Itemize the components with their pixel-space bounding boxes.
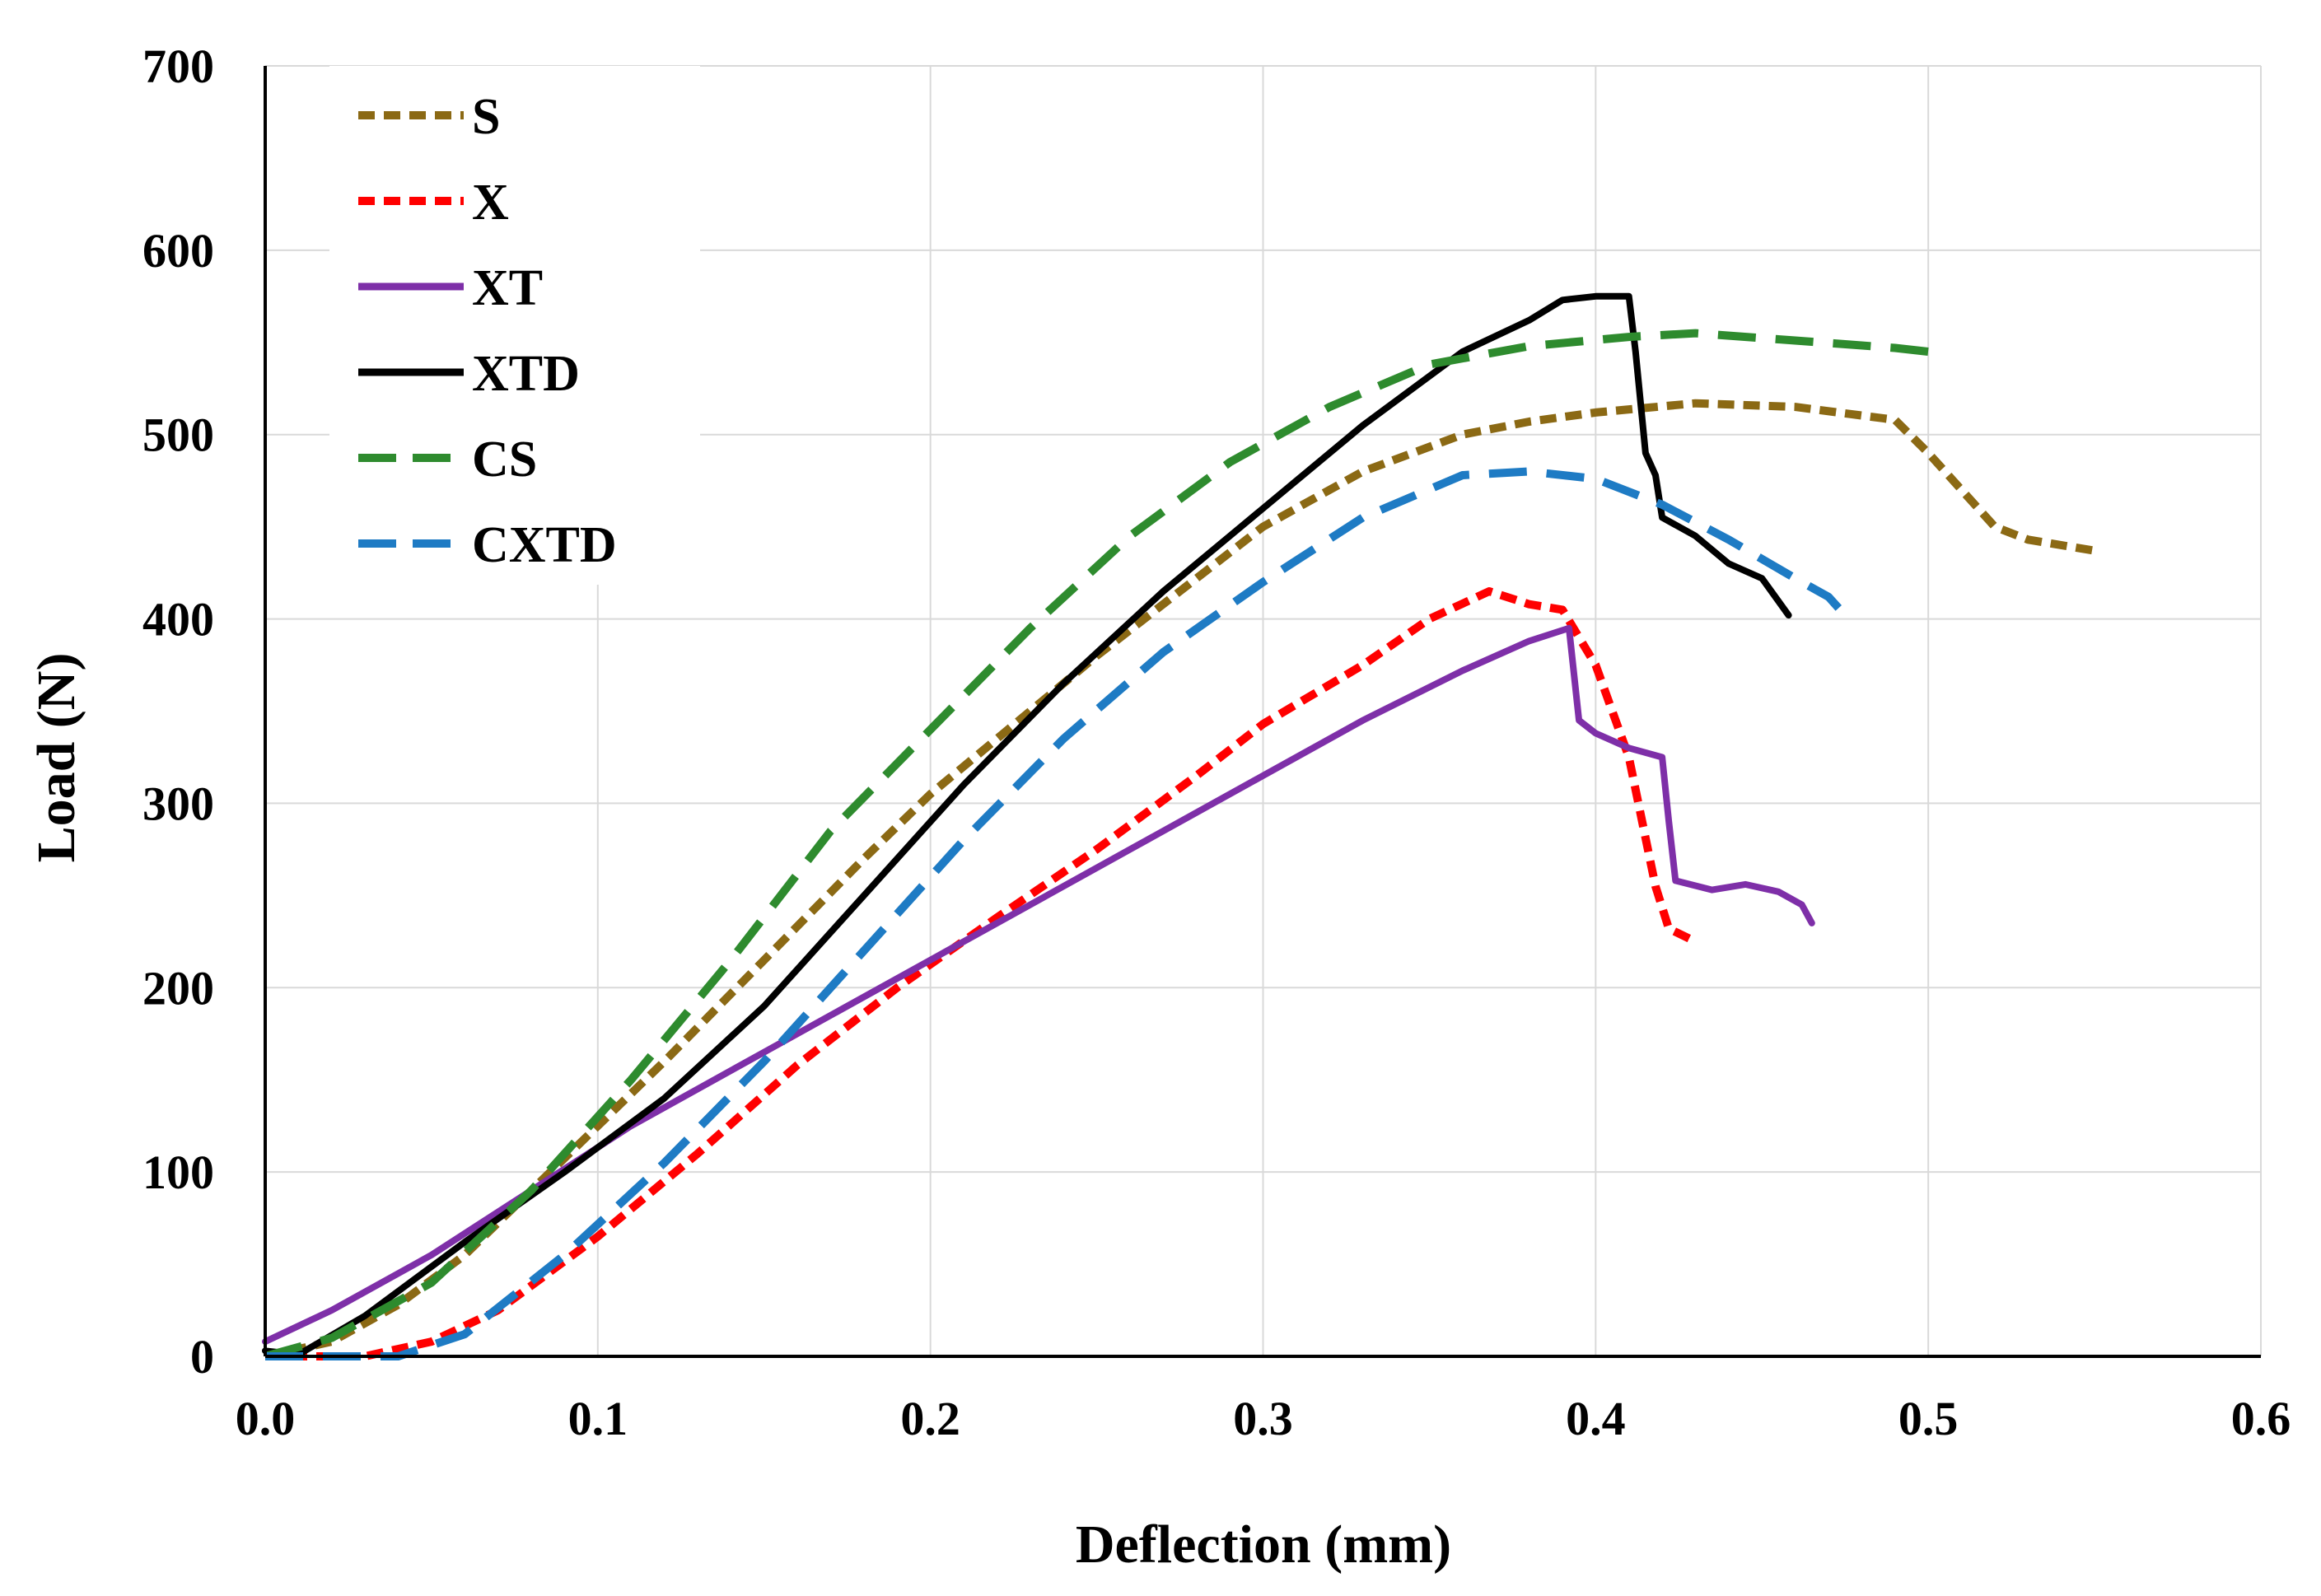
legend-box: [329, 66, 700, 585]
legend-label-cxtd: CXTD: [472, 517, 617, 573]
legend-label-cs: CS: [472, 432, 537, 488]
series-line-xtd: [262, 292, 1792, 1358]
x-tick-label: 0.3: [1233, 1392, 1293, 1445]
y-tick-label: 100: [142, 1146, 214, 1199]
x-tick-label: 0.0: [236, 1392, 296, 1445]
x-tick-label: 0.1: [568, 1392, 628, 1445]
series-line-xt: [262, 624, 1815, 1346]
series-line-cxtd: [265, 467, 1852, 1360]
legend-label-xt: XT: [472, 260, 543, 316]
y-tick-label: 600: [142, 224, 214, 278]
series-line-cs: [264, 329, 1929, 1360]
x-tick-label: 0.6: [2231, 1392, 2291, 1445]
y-tick-label: 500: [142, 408, 214, 462]
x-tick-label: 0.4: [1566, 1392, 1626, 1445]
x-axis-title: Deflection (mm): [1076, 1514, 1451, 1575]
tick-labels: 0.0 0.1 0.2 0.3 0.4 0.5 0.6 0 100 200 300 400 500 600…: [142, 40, 2291, 1445]
y-tick-label: 0: [190, 1330, 214, 1384]
x-tick-label: 0.2: [900, 1392, 960, 1445]
legend: SX XT XTD CS CXTD: [329, 66, 700, 585]
gridlines: [265, 65, 2262, 1356]
x-tick-label: 0.5: [1898, 1392, 1959, 1445]
legend-label-xtd: XTD: [472, 346, 580, 402]
y-tick-label: 300: [142, 777, 214, 830]
legend-label-x: X: [472, 175, 509, 231]
legend-label-s: S: [472, 89, 500, 145]
series-lines: [262, 292, 2095, 1360]
y-tick-label: 700: [142, 40, 214, 93]
axes: [264, 66, 2261, 1358]
y-tick-label: 200: [142, 961, 214, 1015]
series-line-x: [265, 587, 1698, 1360]
y-tick-label: 400: [142, 593, 214, 646]
y-axis-title: Load (N): [26, 653, 86, 863]
